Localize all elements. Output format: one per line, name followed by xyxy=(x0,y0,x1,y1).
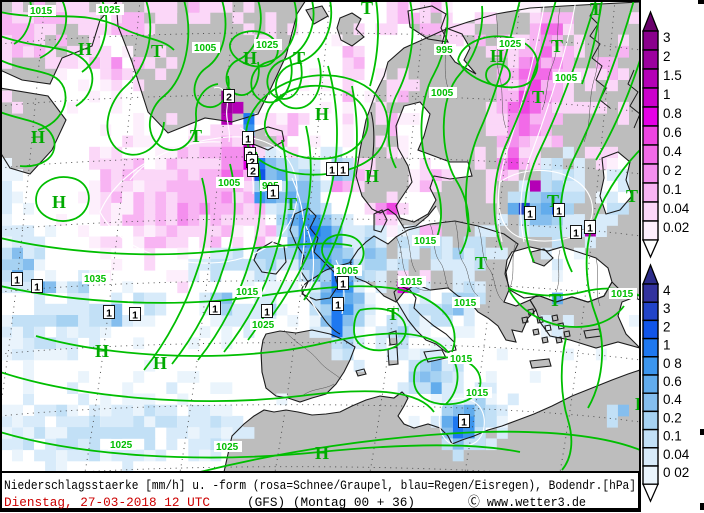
svg-text:2: 2 xyxy=(663,49,671,64)
svg-text:1005: 1005 xyxy=(431,88,454,99)
svg-text:1: 1 xyxy=(264,307,270,319)
svg-text:2: 2 xyxy=(249,157,255,169)
svg-text:1005: 1005 xyxy=(194,43,217,54)
svg-text:2: 2 xyxy=(663,319,671,334)
svg-text:T: T xyxy=(285,194,297,214)
svg-text:T: T xyxy=(361,0,373,18)
svg-text:0.2: 0.2 xyxy=(663,410,682,425)
svg-text:1015: 1015 xyxy=(30,6,53,17)
svg-text:0.4: 0.4 xyxy=(663,144,682,159)
svg-text:T: T xyxy=(532,87,544,107)
svg-text:Dienstag, 27-03-2018 12 UTC: Dienstag, 27-03-2018 12 UTC xyxy=(4,495,210,510)
svg-text:T: T xyxy=(590,0,602,19)
svg-text:0.6: 0.6 xyxy=(663,374,682,389)
svg-text:3: 3 xyxy=(663,301,671,316)
svg-text:0.6: 0.6 xyxy=(663,125,682,140)
svg-text:1: 1 xyxy=(461,417,467,429)
svg-text:0.1: 0.1 xyxy=(663,182,682,197)
svg-text:1.5: 1.5 xyxy=(663,68,682,83)
svg-text:T: T xyxy=(190,126,202,146)
svg-text:H: H xyxy=(78,39,92,59)
svg-text:1: 1 xyxy=(335,300,341,312)
svg-text:1015: 1015 xyxy=(466,388,489,399)
svg-text:H: H xyxy=(243,48,257,68)
svg-text:H: H xyxy=(52,192,66,212)
svg-text:0 02: 0 02 xyxy=(663,465,689,480)
svg-text:1025: 1025 xyxy=(256,40,279,51)
svg-text:H: H xyxy=(315,443,329,463)
svg-text:1025: 1025 xyxy=(216,442,239,453)
svg-text:1: 1 xyxy=(106,308,112,320)
svg-text:T: T xyxy=(293,48,305,68)
svg-text:1015: 1015 xyxy=(454,298,477,309)
svg-text:T: T xyxy=(551,36,563,56)
svg-text:T: T xyxy=(549,290,561,310)
svg-text:1: 1 xyxy=(212,304,218,316)
svg-text:1: 1 xyxy=(245,134,251,146)
svg-text:1005: 1005 xyxy=(218,178,241,189)
svg-text:0 8: 0 8 xyxy=(663,356,682,371)
svg-text:2: 2 xyxy=(250,166,256,178)
svg-text:Ⓒ www.wetter3.de: Ⓒ www.wetter3.de xyxy=(468,495,586,510)
svg-text:1: 1 xyxy=(663,338,671,353)
svg-text:2: 2 xyxy=(226,92,232,104)
svg-text:1005: 1005 xyxy=(336,266,359,277)
svg-text:1025: 1025 xyxy=(499,39,522,50)
svg-text:1015: 1015 xyxy=(611,289,634,300)
svg-text:1015: 1015 xyxy=(414,236,437,247)
svg-text:T: T xyxy=(626,186,638,206)
svg-text:0.8: 0.8 xyxy=(663,106,682,121)
svg-text:H: H xyxy=(635,394,649,414)
svg-text:1025: 1025 xyxy=(110,440,133,451)
svg-text:0 2: 0 2 xyxy=(663,163,682,178)
svg-text:H: H xyxy=(153,353,167,373)
svg-text:H: H xyxy=(31,127,45,147)
svg-text:1: 1 xyxy=(34,282,40,294)
svg-text:H: H xyxy=(490,46,504,66)
svg-text:H: H xyxy=(95,341,109,361)
svg-text:T: T xyxy=(387,304,399,324)
svg-text:H: H xyxy=(315,104,329,124)
svg-text:T: T xyxy=(475,253,487,273)
svg-text:T: T xyxy=(151,41,163,61)
svg-text:1025: 1025 xyxy=(252,320,275,331)
svg-text:1: 1 xyxy=(556,206,562,218)
svg-text:0.4: 0.4 xyxy=(663,392,682,407)
svg-text:0.1: 0.1 xyxy=(663,429,682,444)
svg-text:1015: 1015 xyxy=(400,277,423,288)
svg-text:1: 1 xyxy=(132,310,138,322)
svg-text:1: 1 xyxy=(573,228,579,240)
svg-text:1: 1 xyxy=(527,209,533,221)
svg-text:1005: 1005 xyxy=(555,73,578,84)
svg-text:1: 1 xyxy=(340,165,346,177)
svg-text:1: 1 xyxy=(14,275,20,287)
svg-text:1015: 1015 xyxy=(236,287,259,298)
svg-text:1: 1 xyxy=(270,188,276,200)
svg-text:1025: 1025 xyxy=(98,5,121,16)
svg-text:1: 1 xyxy=(587,223,593,235)
svg-text:3: 3 xyxy=(663,30,671,45)
svg-text:1015: 1015 xyxy=(450,354,473,365)
svg-text:1: 1 xyxy=(663,87,671,102)
svg-text:995: 995 xyxy=(436,45,453,56)
svg-text:1: 1 xyxy=(340,279,346,291)
svg-text:Niederschlagsstaerke [mm/h] u.: Niederschlagsstaerke [mm/h] u. -form (ro… xyxy=(4,478,636,493)
svg-text:1: 1 xyxy=(329,165,335,177)
svg-text:H: H xyxy=(365,166,379,186)
svg-text:0.02: 0.02 xyxy=(663,220,689,235)
svg-text:1035: 1035 xyxy=(84,274,107,285)
svg-text:0.04: 0.04 xyxy=(663,447,690,462)
svg-text:0.04: 0.04 xyxy=(663,201,690,216)
svg-text:4: 4 xyxy=(663,283,671,298)
svg-text:(GFS) (Montag 00 + 36): (GFS) (Montag 00 + 36) xyxy=(247,495,415,510)
